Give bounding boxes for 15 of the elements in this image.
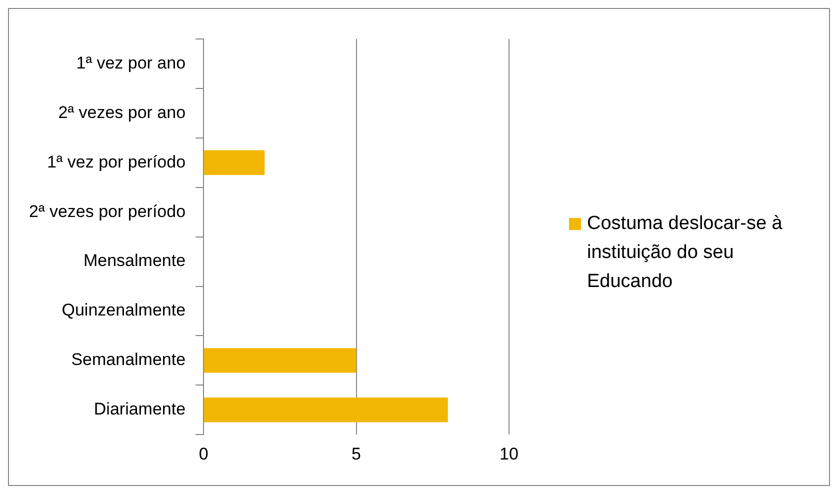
y-tick-label: 2ª vezes por período (28, 202, 186, 221)
y-tick-label: Semanalmente (71, 350, 186, 370)
x-tick-label: 10 (500, 444, 518, 464)
x-tick-label: 0 (198, 444, 208, 464)
y-tick-label: 1ª vez por ano (76, 53, 186, 72)
bar (204, 150, 265, 175)
y-tick-label: Diariamente (94, 400, 186, 419)
x-tick-label: 5 (352, 444, 362, 464)
y-tick-label: 2ª vezes por ano (58, 102, 186, 122)
y-tick-label: Mensalmente (83, 251, 186, 270)
legend-label: Costuma deslocar-se à instituição do seu Educando (587, 212, 784, 294)
bar (204, 348, 356, 373)
y-tick-label: Quinzenalmente (62, 300, 186, 320)
y-tick-label: 1ª vez por período (46, 152, 186, 172)
bar (204, 398, 448, 422)
